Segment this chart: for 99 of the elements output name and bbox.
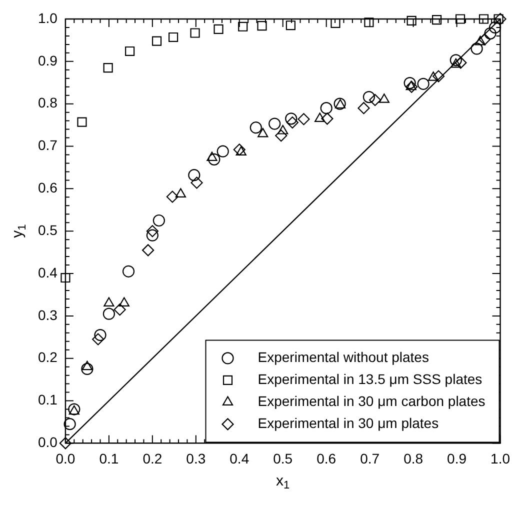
point: [60, 272, 70, 283]
point: [152, 214, 165, 227]
point: [286, 116, 298, 129]
legend-label: Experimental without plates: [258, 349, 429, 366]
point: [286, 20, 296, 30]
point: [104, 297, 114, 307]
point: [470, 42, 483, 55]
x-tick-label: 0.0: [56, 450, 76, 466]
point: [190, 176, 203, 189]
point: [258, 128, 268, 138]
point: [478, 14, 489, 24]
x-tick-label: 0.2: [142, 450, 162, 466]
point: [275, 130, 288, 142]
y-tick-label: 0.6: [38, 180, 58, 196]
point: [125, 46, 135, 56]
point: [330, 18, 340, 28]
point: [298, 113, 310, 126]
y-tick-label: 0.9: [38, 52, 58, 68]
point: [432, 15, 442, 25]
x-tick-label: 0.4: [230, 450, 250, 466]
y-tick-label: 1.0: [38, 10, 58, 26]
point: [268, 118, 281, 130]
x-tick-label: 0.1: [99, 450, 119, 466]
y-tick-label: 0.7: [38, 137, 58, 154]
point: [142, 244, 154, 256]
point: [236, 146, 246, 156]
legend-label: Experimental in 30 μm plates: [258, 415, 439, 432]
y-tick-label: 0.5: [38, 222, 58, 238]
point: [406, 80, 416, 90]
point: [478, 33, 491, 46]
y-axis-title: y1: [9, 224, 29, 238]
point: [166, 190, 178, 203]
point: [489, 21, 502, 34]
point: [406, 16, 416, 26]
point: [368, 94, 382, 106]
point: [450, 58, 462, 68]
point: [474, 36, 486, 46]
point: [214, 24, 224, 34]
point: [285, 112, 298, 125]
point: [102, 308, 115, 320]
x-tick-label: 0.5: [273, 450, 293, 466]
point: [250, 122, 262, 134]
x-tick-label: 0.6: [316, 450, 336, 466]
x-tick-label: 0.9: [447, 450, 467, 466]
legend-label: Experimental in 13.5 μm SSS plates: [258, 371, 482, 388]
point: [494, 14, 504, 24]
point: [59, 437, 72, 450]
legend-label: Experimental in 30 μm carbon plates: [258, 393, 486, 410]
point: [168, 32, 178, 42]
y-tick-label: 0.3: [38, 306, 58, 323]
point: [208, 153, 220, 166]
x-tick-label: 0.7: [360, 450, 380, 466]
point: [406, 80, 418, 93]
point: [378, 94, 390, 103]
point: [118, 297, 130, 307]
x-tick-label: 0.3: [186, 450, 206, 466]
point: [114, 304, 126, 316]
y-tick-label: 0.1: [38, 392, 58, 408]
y-tick-label: 0.8: [38, 94, 58, 111]
point: [82, 360, 93, 370]
point: [321, 112, 334, 125]
point: [455, 14, 466, 24]
point: [278, 124, 288, 134]
point: [484, 27, 496, 40]
point: [94, 328, 106, 342]
point: [122, 265, 135, 278]
point: [77, 117, 87, 127]
point: [450, 54, 462, 66]
point: [320, 102, 332, 114]
point: [494, 12, 506, 26]
point: [362, 91, 376, 104]
point: [81, 362, 94, 376]
point: [432, 70, 445, 82]
point: [238, 22, 248, 32]
point: [190, 28, 200, 38]
y-tick-label: 0.0: [38, 434, 58, 450]
point: [364, 18, 374, 28]
point: [152, 36, 162, 46]
point: [358, 102, 370, 114]
point: [417, 78, 430, 90]
point: [64, 418, 76, 430]
point: [257, 20, 267, 31]
point: [216, 145, 229, 158]
point: [454, 56, 467, 69]
y-tick-label: 0.2: [38, 349, 58, 366]
point: [175, 188, 186, 198]
point: [404, 77, 416, 90]
point: [188, 169, 200, 182]
x-tick-label: 1.0: [490, 450, 510, 466]
point: [146, 225, 158, 238]
point: [233, 144, 246, 156]
point: [206, 152, 218, 162]
point: [103, 62, 113, 73]
x-tick-label: 0.8: [404, 450, 424, 466]
point: [92, 333, 104, 346]
point: [146, 229, 158, 242]
point: [428, 71, 439, 81]
y-tick-label: 0.4: [38, 264, 58, 280]
point: [314, 112, 326, 122]
